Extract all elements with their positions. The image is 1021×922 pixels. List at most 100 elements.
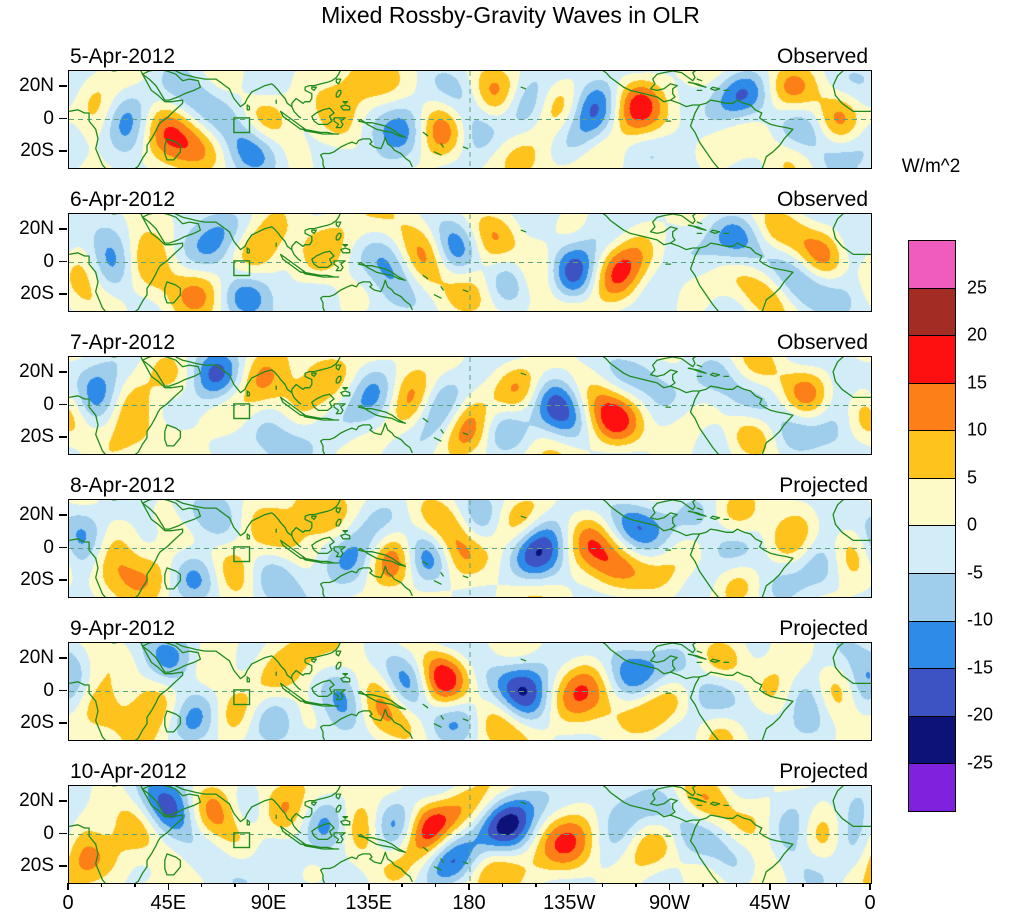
x-axis-tick: [234, 883, 236, 887]
y-axis-tick: [59, 150, 67, 152]
panel-header: 9-Apr-2012 Projected: [68, 615, 870, 641]
colorbar-tick-label: -25: [967, 752, 994, 772]
colorbar-segment: [909, 383, 955, 432]
colorbar-segment: [909, 621, 955, 670]
y-axis-tick: [59, 832, 67, 835]
map-panel: 6-Apr-2012 Observed 20N 0 20S: [0, 186, 1021, 312]
colorbar-segment: [909, 431, 955, 479]
map-overlay: [69, 643, 871, 740]
colorbar-tick-label: 25: [967, 277, 988, 297]
map-plot-area: [68, 356, 872, 455]
colorbar-segment: [909, 716, 955, 765]
colorbar-tick-label: 20: [967, 324, 988, 345]
y-tick-label: 20N: [19, 504, 54, 526]
panel-header: 6-Apr-2012 Observed: [68, 186, 870, 212]
y-tick-label: 20N: [19, 647, 54, 669]
y-axis-tick: [59, 689, 67, 692]
x-axis-tick: [735, 883, 738, 887]
panel-date-label: 6-Apr-2012: [70, 188, 176, 211]
x-tick-label: 135W: [543, 892, 596, 914]
panel-date-label: 7-Apr-2012: [70, 331, 176, 354]
panel-kind-label: Observed: [776, 45, 868, 68]
panel-kind-label: Observed: [776, 331, 868, 354]
y-axis-tick: [59, 865, 67, 867]
y-axis-tick: [59, 371, 67, 373]
colorbar-segment: [909, 669, 955, 717]
colorbar-tick-label: 0: [967, 514, 978, 535]
colorbar-segment: [909, 336, 955, 384]
x-axis-tick: [835, 883, 838, 887]
panel-header: 10-Apr-2012 Projected: [68, 758, 870, 784]
y-axis-tick: [59, 657, 67, 659]
x-axis-tick: [134, 883, 136, 887]
colorbar-segment: [909, 241, 955, 289]
y-axis-tick: [59, 228, 67, 230]
x-axis-tick: [635, 883, 637, 887]
y-axis-tick: [59, 514, 67, 516]
x-tick-label: 45W: [749, 892, 791, 914]
x-axis-tick: [702, 883, 704, 887]
colorbar-tick-label: -10: [967, 609, 994, 630]
x-axis-tick: [301, 883, 303, 887]
y-tick-label: 20S: [20, 282, 54, 304]
y-tick-label: 20N: [19, 790, 54, 812]
map-overlay: [69, 357, 871, 454]
colorbar-segment: [909, 288, 955, 337]
x-axis-tick: [769, 883, 771, 890]
x-tick-label: 90W: [648, 892, 691, 914]
x-axis-tick: [601, 883, 604, 887]
x-axis-tick: [668, 883, 671, 890]
x-tick-label: 0: [62, 892, 74, 914]
map-overlay: [69, 500, 871, 597]
x-axis: 0 45E 90E 135E 180 135W 90W 45W 0: [0, 883, 1021, 921]
x-axis-tick: [869, 883, 871, 890]
y-axis-tick: [59, 722, 67, 724]
x-axis-tick: [468, 883, 470, 890]
panel-header: 7-Apr-2012 Observed: [68, 329, 870, 355]
x-axis-tick: [368, 883, 370, 890]
map-panel: 5-Apr-2012 Observed 20N 0 20S: [0, 43, 1021, 169]
colorbar-segment: [909, 764, 955, 811]
x-axis-tick: [334, 883, 337, 887]
y-tick-label: 20N: [19, 75, 54, 97]
y-tick-label: 0: [43, 250, 54, 272]
map-panel: 8-Apr-2012 Projected 20N 0 20S: [0, 472, 1021, 598]
y-axis-tick: [59, 436, 67, 438]
map-plot-area: [68, 642, 872, 741]
colorbar-segment: [909, 526, 955, 575]
x-axis-tick: [67, 883, 69, 890]
colorbar-tick-label: -5: [967, 562, 984, 582]
colorbar-tick-label: 15: [967, 372, 988, 392]
panel-kind-label: Observed: [776, 188, 868, 211]
panel-kind-label: Projected: [779, 474, 868, 497]
y-tick-label: 20S: [20, 568, 54, 590]
y-axis-tick: [59, 403, 67, 406]
map-plot-area: [68, 785, 872, 884]
y-axis-tick: [59, 260, 67, 263]
y-axis-tick: [59, 293, 67, 295]
panel-kind-label: Projected: [779, 617, 868, 640]
x-axis-tick: [100, 883, 103, 887]
y-tick-label: 20S: [20, 425, 54, 447]
colorbar-segment: [909, 478, 955, 527]
x-axis-tick: [267, 883, 270, 890]
map-plot-area: [68, 213, 872, 312]
colorbar-units-label: W/m^2: [901, 156, 961, 177]
y-axis-tick: [59, 85, 67, 87]
y-axis-tick: [59, 117, 67, 120]
panel-header: 5-Apr-2012 Observed: [68, 43, 870, 69]
y-axis-tick: [59, 546, 67, 549]
colorbar: [908, 240, 956, 812]
map-overlay: [69, 786, 871, 883]
figure-title: Mixed Rossby-Gravity Waves in OLR: [321, 2, 700, 28]
x-axis-tick: [167, 883, 169, 890]
panel-date-label: 9-Apr-2012: [70, 617, 176, 640]
y-tick-label: 20S: [20, 854, 54, 876]
map-panel: 9-Apr-2012 Projected 20N 0 20S: [0, 615, 1021, 741]
y-tick-label: 0: [43, 107, 54, 129]
y-tick-label: 0: [43, 822, 54, 844]
y-axis-tick: [59, 579, 67, 581]
panel-date-label: 5-Apr-2012: [70, 45, 176, 68]
map-panel: 10-Apr-2012 Projected 20N 0 20S: [0, 758, 1021, 884]
y-tick-label: 20N: [19, 361, 54, 383]
